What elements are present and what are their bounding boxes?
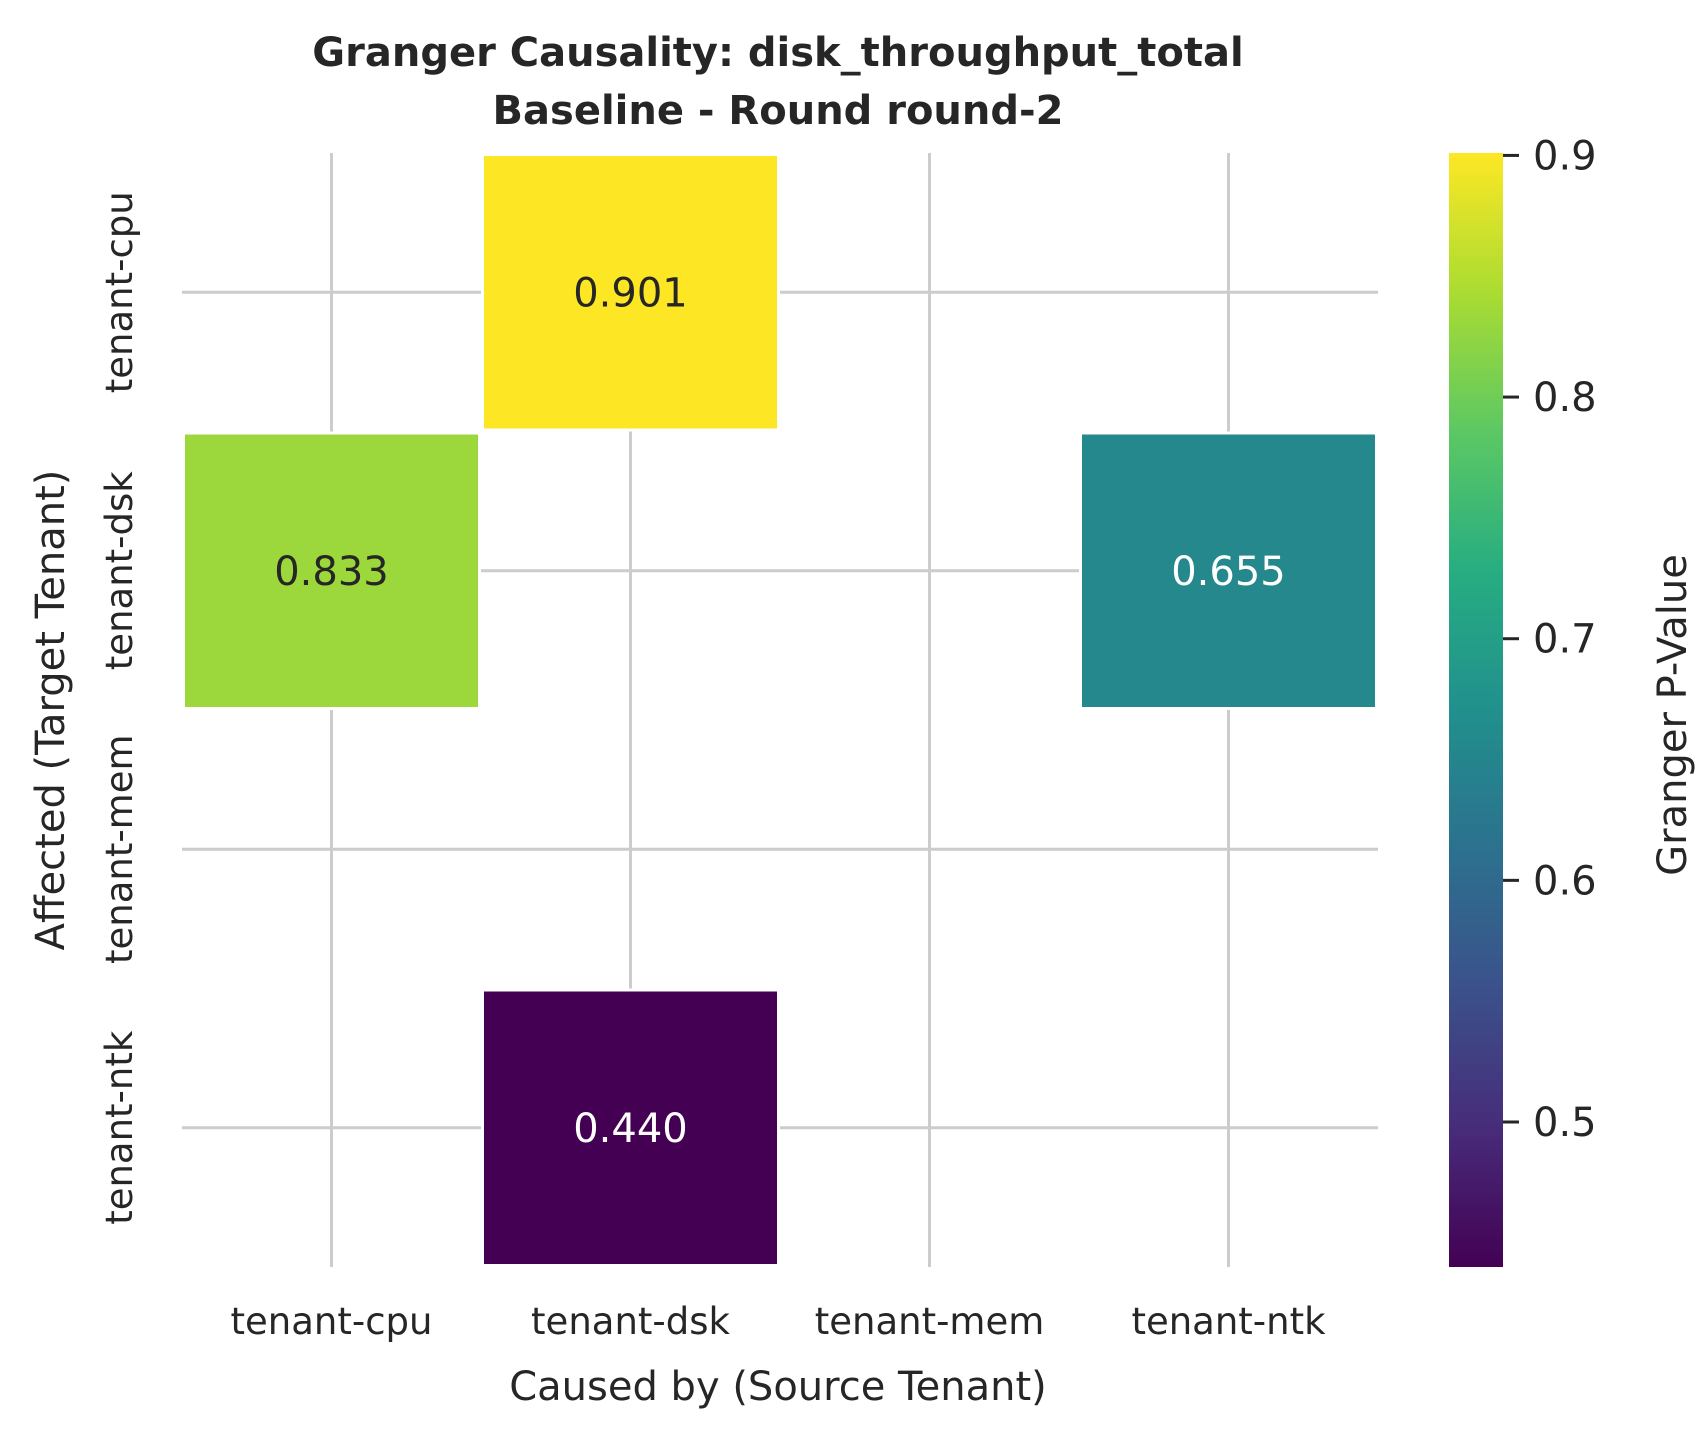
cell-annotation: 0.440	[573, 1106, 688, 1152]
chart-title: Granger Causality: disk_throughput_total	[312, 30, 1243, 76]
y-axis-label: Affected (Target Tenant)	[28, 470, 74, 951]
y-tick-label: tenant-dsk	[98, 471, 141, 670]
x-tick-label: tenant-cpu	[231, 1300, 433, 1343]
y-tick-label: tenant-mem	[98, 734, 141, 964]
y-tick-label: tenant-ntk	[98, 1030, 141, 1225]
heatmap-cell	[484, 156, 777, 429]
heatmap-cell	[484, 991, 777, 1264]
x-tick-label: tenant-mem	[815, 1300, 1045, 1343]
heatmap-cell	[185, 434, 478, 707]
y-tick-label: tenant-cpu	[98, 191, 141, 393]
cell-annotation: 0.655	[1171, 549, 1286, 595]
chart-subtitle: Baseline - Round round-2	[493, 88, 1064, 134]
colorbar-tick-label: 0.9	[1533, 133, 1597, 179]
colorbar-tick-label: 0.6	[1533, 858, 1597, 904]
heatmap-cells	[182, 153, 1378, 1267]
colorbar: 0.5 0.6 0.7 0.8 0.9	[1449, 133, 1597, 1267]
colorbar-tick-label: 0.7	[1533, 617, 1597, 663]
y-tick-labels: tenant-cpu tenant-dsk tenant-mem tenant-ntk	[98, 191, 141, 1225]
cell-annotation: 0.901	[573, 270, 688, 316]
colorbar-tick-label: 0.5	[1533, 1100, 1597, 1146]
colorbar-label: Granger P-Value	[1650, 554, 1696, 876]
cell-annotations: 0.901 0.833 0.655 0.440	[274, 270, 1286, 1152]
x-tick-labels: tenant-cpu tenant-dsk tenant-mem tenant-ntk	[231, 1300, 1327, 1343]
colorbar-gradient	[1449, 153, 1503, 1267]
cell-annotation: 0.833	[274, 549, 389, 595]
heatmap-cell	[1082, 434, 1375, 707]
x-tick-label: tenant-ntk	[1131, 1300, 1326, 1343]
x-axis-label: Caused by (Source Tenant)	[509, 1364, 1047, 1410]
x-tick-label: tenant-dsk	[531, 1300, 730, 1343]
colorbar-tick-label: 0.8	[1533, 375, 1597, 421]
